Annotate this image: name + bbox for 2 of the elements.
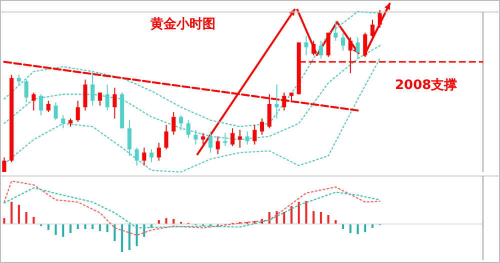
text: 黄金小时图 — [150, 17, 216, 32]
ref-line-label: 2008支撑 — [395, 78, 458, 93]
